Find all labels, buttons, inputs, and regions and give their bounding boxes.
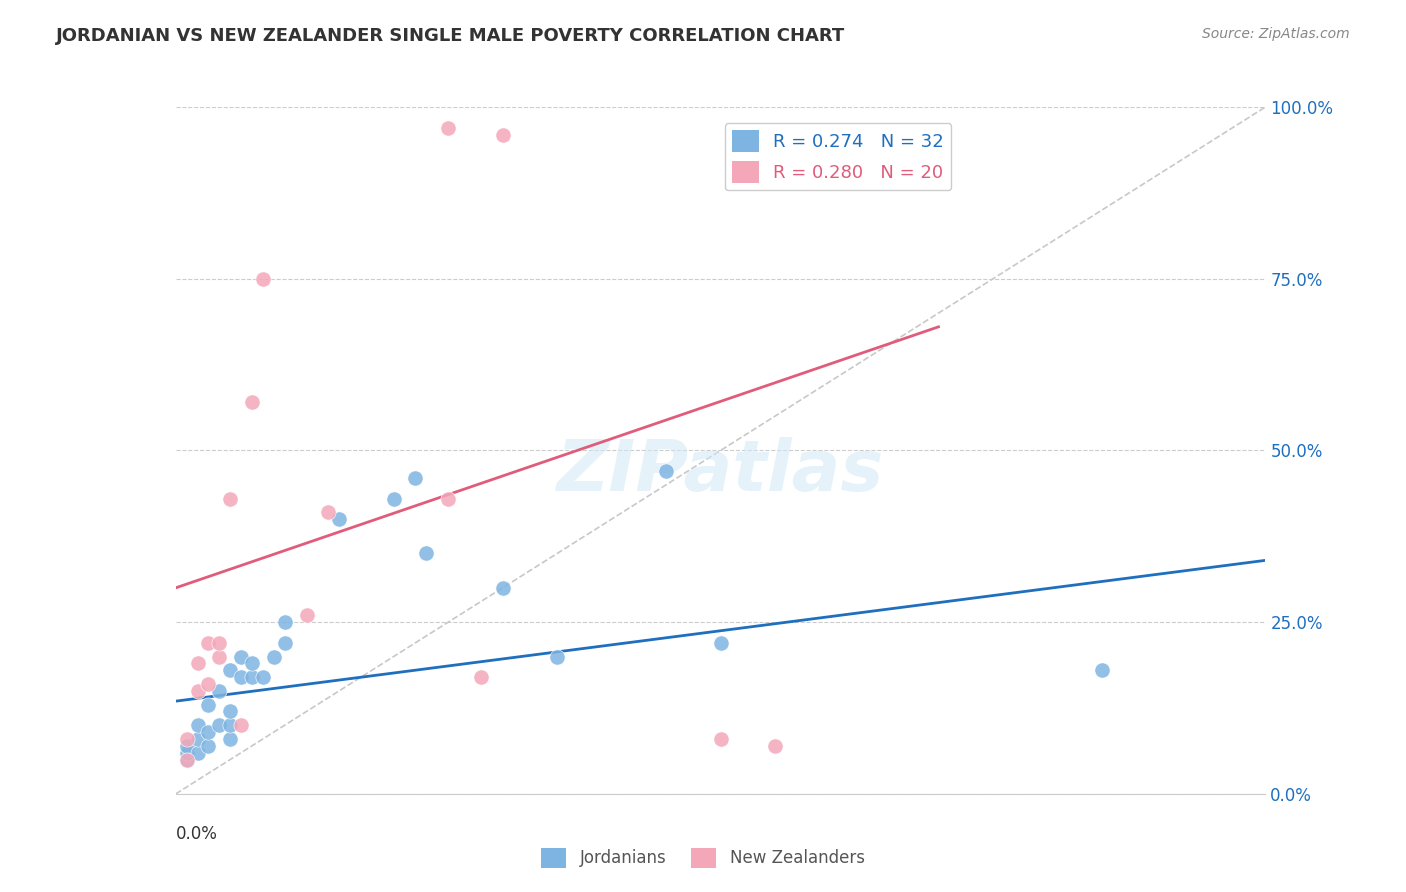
Point (710, 636, 733, 650)
Point (437, 120, 460, 135)
Point (231, 718, 253, 732)
Point (328, 512, 350, 526)
Point (186, 657, 209, 671)
Point (655, 464, 678, 478)
Point (231, 670, 253, 684)
Point (219, 663, 242, 677)
Point (263, 649, 285, 664)
Point (176, 753, 198, 767)
Point (197, 698, 219, 712)
Point (219, 731, 242, 746)
Point (295, 608, 318, 623)
Point (176, 753, 198, 767)
Point (186, 718, 209, 732)
Text: 0.0%: 0.0% (176, 825, 218, 843)
Point (176, 739, 198, 753)
Point (415, 546, 437, 561)
Point (470, 670, 492, 684)
Point (186, 731, 209, 746)
Point (176, 746, 198, 760)
Point (382, 491, 405, 506)
Point (197, 677, 219, 691)
Point (197, 636, 219, 650)
Point (219, 705, 242, 719)
Point (437, 491, 460, 506)
Point (208, 683, 231, 698)
Point (197, 739, 219, 753)
Point (176, 731, 198, 746)
Point (763, 739, 786, 753)
Point (186, 746, 209, 760)
Point (405, 471, 427, 485)
Point (240, 670, 263, 684)
Point (208, 718, 231, 732)
Point (231, 649, 253, 664)
Point (197, 725, 219, 739)
Point (186, 683, 209, 698)
Point (492, 128, 515, 142)
Point (208, 649, 231, 664)
Point (252, 670, 274, 684)
Text: ZIPatlas: ZIPatlas (557, 436, 884, 506)
Point (208, 636, 231, 650)
Point (274, 615, 297, 630)
Legend: R = 0.274   N = 32, R = 0.280   N = 20: R = 0.274 N = 32, R = 0.280 N = 20 (724, 123, 952, 191)
Point (219, 491, 242, 506)
Text: JORDANIAN VS NEW ZEALANDER SINGLE MALE POVERTY CORRELATION CHART: JORDANIAN VS NEW ZEALANDER SINGLE MALE P… (56, 27, 845, 45)
Point (240, 395, 263, 409)
Point (240, 657, 263, 671)
Point (219, 718, 242, 732)
Text: Source: ZipAtlas.com: Source: ZipAtlas.com (1202, 27, 1350, 41)
Point (546, 649, 568, 664)
Point (252, 271, 274, 285)
Point (274, 636, 297, 650)
Point (318, 505, 340, 519)
Point (710, 731, 733, 746)
Point (492, 581, 515, 595)
Legend: Jordanians, New Zealanders: Jordanians, New Zealanders (534, 841, 872, 875)
Point (1091, 663, 1114, 677)
